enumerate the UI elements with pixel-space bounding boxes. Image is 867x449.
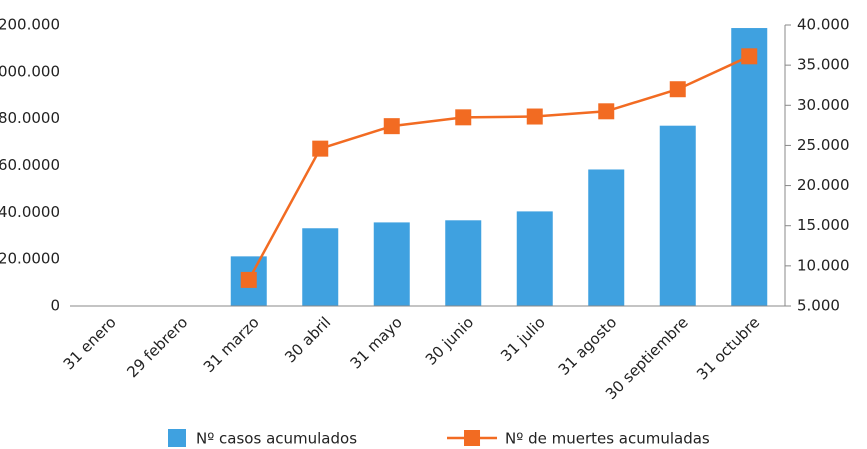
y2-tick-label: 15.000 [797, 216, 850, 234]
x-tick-label: 31 mayo [347, 313, 406, 372]
x-tick-label: 30 abril [281, 313, 334, 366]
y-tick-label: 1.000.000 [0, 62, 60, 80]
line-marker [312, 140, 329, 157]
line-marker [669, 81, 686, 98]
x-tick-label: 29 febrero [123, 313, 191, 381]
y2-tick-label: 35.000 [797, 56, 850, 74]
y-tick-label: 60.0000 [0, 156, 60, 174]
bar [659, 125, 696, 306]
bar [373, 222, 410, 306]
line-marker [598, 103, 615, 120]
legend-label: Nº casos acumulados [196, 430, 357, 448]
x-tick-label: 31 enero [60, 313, 120, 373]
bar [588, 169, 625, 306]
x-tick-label: 30 junio [422, 313, 477, 368]
y2-tick-label: 30.000 [797, 96, 850, 114]
bar [302, 228, 339, 306]
line-marker [526, 108, 543, 125]
y-tick-label: 20.0000 [0, 250, 60, 268]
x-tick-label: 31 octubre [693, 313, 763, 383]
line [247, 55, 750, 281]
y-tick-label: 0 [50, 297, 60, 315]
legend-swatch [168, 429, 186, 447]
line-marker [383, 118, 400, 135]
bar [516, 211, 553, 306]
y2-tick-label: 40.000 [797, 16, 850, 34]
x-tick-label: 31 agosto [555, 313, 620, 378]
x-tick-label: 31 marzo [200, 313, 263, 376]
y-tick-label: 1.200.000 [0, 16, 60, 34]
y2-tick-label: 20.000 [797, 176, 850, 194]
line-marker [741, 48, 758, 65]
bar [445, 220, 482, 306]
legend-swatch [464, 430, 481, 446]
line-marker [240, 271, 257, 288]
y2-tick-label: 10.000 [797, 256, 850, 274]
y2-tick-label: 25.000 [797, 136, 850, 154]
bar [731, 28, 768, 307]
legend-label: Nº de muertes acumuladas [505, 430, 710, 448]
y2-tick-label: 5.000 [797, 297, 840, 315]
x-tick-label: 31 julio [497, 313, 549, 365]
y-tick-label: 80.0000 [0, 109, 60, 127]
line-marker [455, 109, 472, 126]
y-tick-label: 40.0000 [0, 203, 60, 221]
